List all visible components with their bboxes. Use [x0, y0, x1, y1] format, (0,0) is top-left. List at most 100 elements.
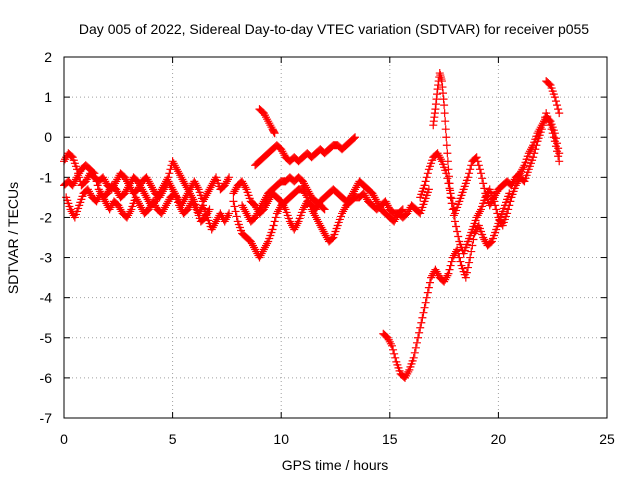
data-point-marker [404, 367, 413, 376]
data-point-marker [240, 205, 249, 214]
data-point-marker [292, 221, 301, 230]
data-point-marker [193, 183, 202, 192]
data-point-marker [381, 197, 390, 206]
data-point-marker [250, 243, 259, 252]
data-point-marker [305, 189, 314, 198]
data-point-marker [160, 203, 169, 212]
data-point-marker [205, 205, 214, 214]
data-point-marker [147, 183, 156, 192]
data-point-marker [313, 215, 322, 224]
data-point-marker [298, 205, 307, 214]
data-point-marker [291, 223, 300, 232]
data-point-marker [229, 189, 238, 198]
data-point-marker [397, 206, 406, 215]
plot-frame [63, 56, 608, 419]
data-point-marker [493, 209, 502, 218]
data-point-marker [455, 253, 464, 262]
data-point-marker [159, 205, 168, 214]
data-point-marker [401, 373, 410, 382]
data-point-marker [517, 167, 526, 176]
data-point-marker [300, 203, 309, 212]
data-point-marker [66, 205, 75, 214]
data-point-marker [122, 185, 131, 194]
series-track-4 [229, 185, 433, 262]
y-tick-label: -1 [40, 169, 53, 185]
data-point-marker [268, 225, 277, 234]
data-point-marker [68, 181, 77, 190]
data-point-marker [99, 173, 108, 182]
x-tick-label: 25 [599, 431, 615, 447]
data-point-marker [225, 173, 234, 182]
data-point-marker [164, 197, 173, 206]
data-point-marker [246, 237, 255, 246]
data-point-marker [231, 185, 240, 194]
data-point-marker [474, 209, 483, 218]
data-point-marker [279, 201, 288, 210]
data-point-marker [205, 185, 214, 194]
data-point-marker [138, 185, 147, 194]
data-point-marker [73, 173, 82, 182]
data-point-marker [546, 121, 555, 130]
data-point-marker [202, 211, 211, 220]
data-point-marker [207, 225, 216, 234]
data-point-marker [555, 157, 564, 166]
data-point-marker [91, 173, 100, 182]
data-point-marker [101, 177, 110, 186]
data-point-marker [473, 211, 482, 220]
data-point-marker [149, 197, 158, 206]
data-point-marker [190, 177, 199, 186]
data-point-marker [412, 338, 421, 347]
data-point-marker [105, 205, 114, 214]
data-point-marker [403, 209, 412, 218]
data-point-marker [260, 243, 269, 252]
data-point-marker [134, 179, 143, 188]
data-point-marker [339, 207, 348, 216]
data-point-marker [443, 157, 452, 166]
data-point-marker [420, 181, 429, 190]
data-point-marker [104, 187, 113, 196]
data-point-marker [432, 267, 441, 276]
data-point-marker [261, 241, 270, 250]
data-point-marker [94, 185, 103, 194]
data-point-marker [139, 187, 148, 196]
series-track-3 [62, 185, 214, 226]
data-point-marker [221, 179, 230, 188]
data-point-marker [184, 187, 193, 196]
data-point-marker [180, 179, 189, 188]
data-point-marker [361, 193, 370, 202]
data-point-marker [316, 221, 325, 230]
data-point-marker [392, 213, 401, 222]
x-tick-label: 10 [273, 431, 289, 447]
y-tick-label: 0 [44, 129, 52, 145]
data-point-marker [433, 149, 442, 158]
data-point-marker [414, 333, 423, 342]
data-point-marker [251, 245, 260, 254]
data-point-marker [162, 201, 171, 210]
data-point-marker [255, 205, 264, 214]
data-point-marker [149, 185, 158, 194]
data-point-marker [134, 199, 143, 208]
data-point-marker [269, 221, 278, 230]
data-point-marker [259, 245, 268, 254]
data-point-marker [531, 145, 540, 154]
data-point-marker [256, 251, 265, 260]
y-tick-label: 1 [44, 89, 52, 105]
data-point-marker [472, 213, 481, 222]
data-point-marker [257, 249, 266, 258]
data-point-marker [223, 211, 232, 220]
data-point-marker [136, 201, 145, 210]
data-point-marker [390, 217, 399, 226]
data-point-marker [447, 257, 456, 266]
data-point-marker [290, 225, 299, 234]
data-point-marker [278, 199, 287, 208]
series-track-7 [251, 133, 360, 170]
data-point-marker [373, 199, 382, 208]
data-point-marker [189, 199, 198, 208]
data-point-marker [239, 179, 248, 188]
data-point-marker [256, 203, 265, 212]
data-point-marker [92, 177, 101, 186]
data-point-marker [351, 133, 360, 142]
data-point-marker [382, 199, 391, 208]
data-point-marker [511, 181, 520, 190]
data-point-marker [167, 183, 176, 192]
